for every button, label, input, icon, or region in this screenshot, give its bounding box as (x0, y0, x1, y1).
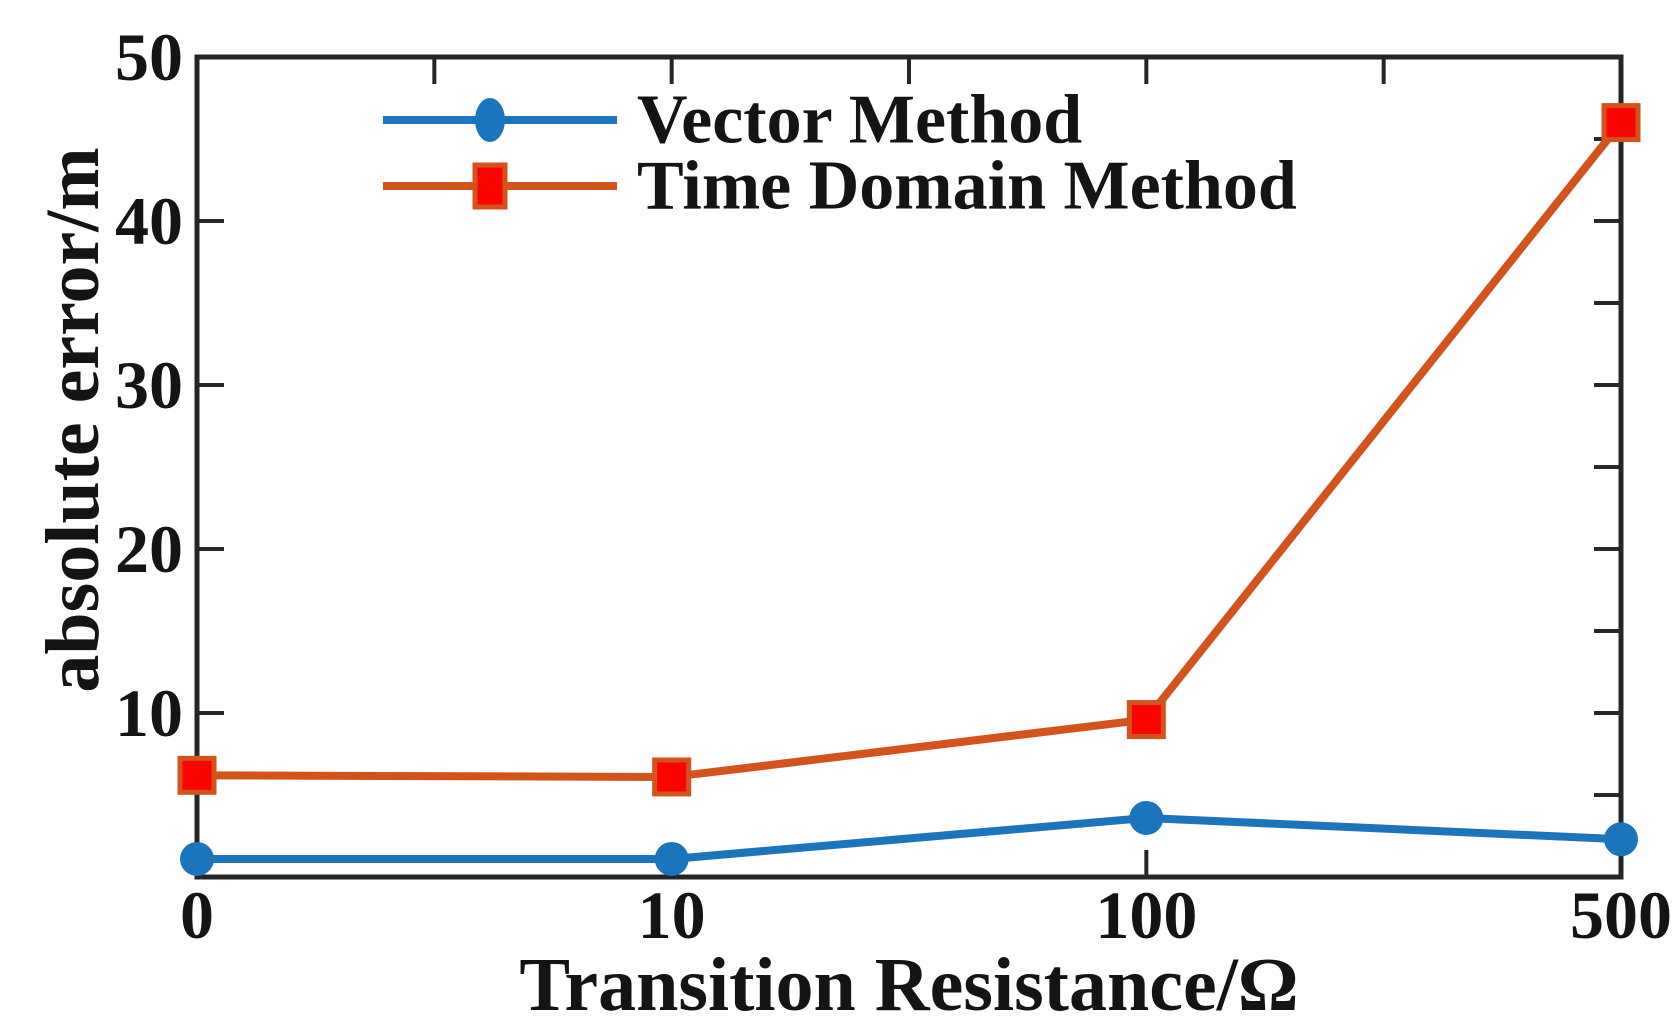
marker-vector-method (1604, 822, 1638, 857)
y-axis-tick-label: 20 (115, 511, 183, 587)
marker-vector-method (1129, 800, 1164, 835)
x-axis-tick-label: 500 (1570, 877, 1672, 953)
series-line-vector-method (197, 813, 1622, 863)
marker-time-domain-method (652, 757, 692, 797)
x-axis-tick-label: 100 (1095, 877, 1197, 953)
series-line-time-domain-method (196, 120, 1625, 781)
y-axis-tick-label: 30 (115, 347, 183, 423)
legend-label-vector-method: Vector Method (637, 82, 1082, 159)
x-axis-title: Transition Resistance/Ω (519, 943, 1298, 1027)
y-axis-tick-label: 40 (115, 183, 183, 259)
marker-vector-method (654, 841, 689, 876)
x-axis-tick-label: 10 (638, 877, 706, 953)
x-axis-tick-label: 0 (180, 877, 214, 953)
legend-marker-vector-method (475, 98, 505, 142)
marker-vector-method (180, 841, 214, 876)
y-axis-title: absolute error/m (31, 147, 115, 692)
marker-time-domain-method (1126, 700, 1166, 740)
y-axis-tick-label: 10 (115, 675, 183, 751)
legend-label-time-domain-method: Time Domain Method (637, 148, 1297, 225)
marker-time-domain-method (177, 755, 217, 795)
y-axis-tick-label: 50 (115, 19, 183, 95)
marker-time-domain-method (1601, 103, 1641, 143)
legend-marker-time-domain-method (472, 162, 508, 210)
